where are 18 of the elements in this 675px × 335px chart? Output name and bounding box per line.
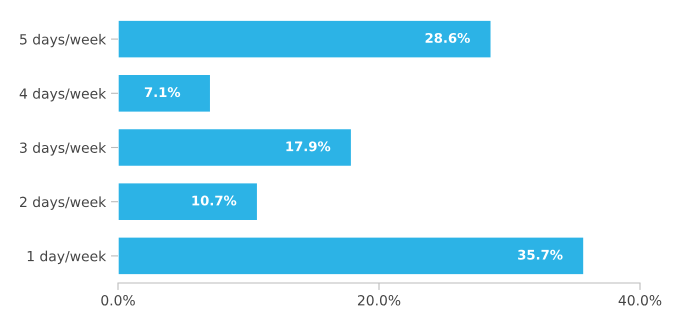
y-tick-label: 4 days/week xyxy=(20,88,106,102)
data-label: 35.7% xyxy=(518,250,563,260)
bar xyxy=(118,128,352,168)
y-tick-label: 5 days/week xyxy=(20,34,106,48)
bar xyxy=(118,236,585,276)
bar xyxy=(118,19,492,59)
x-tick-label: 20.0% xyxy=(358,295,400,306)
bar xyxy=(118,182,258,222)
x-tick-label: 40.0% xyxy=(618,295,662,306)
data-label: 28.6% xyxy=(426,32,470,43)
y-tick-label: 1 day/week xyxy=(28,250,106,264)
data-label: 10.7% xyxy=(192,196,236,206)
y-tick-label: 2 days/week xyxy=(20,196,106,210)
y-tick-label: 3 days/week xyxy=(20,142,106,156)
x-tick-label: 0.0% xyxy=(101,295,135,306)
bar xyxy=(118,74,212,113)
data-label: 17.9% xyxy=(286,141,330,152)
data-label: 7.1% xyxy=(144,87,180,98)
